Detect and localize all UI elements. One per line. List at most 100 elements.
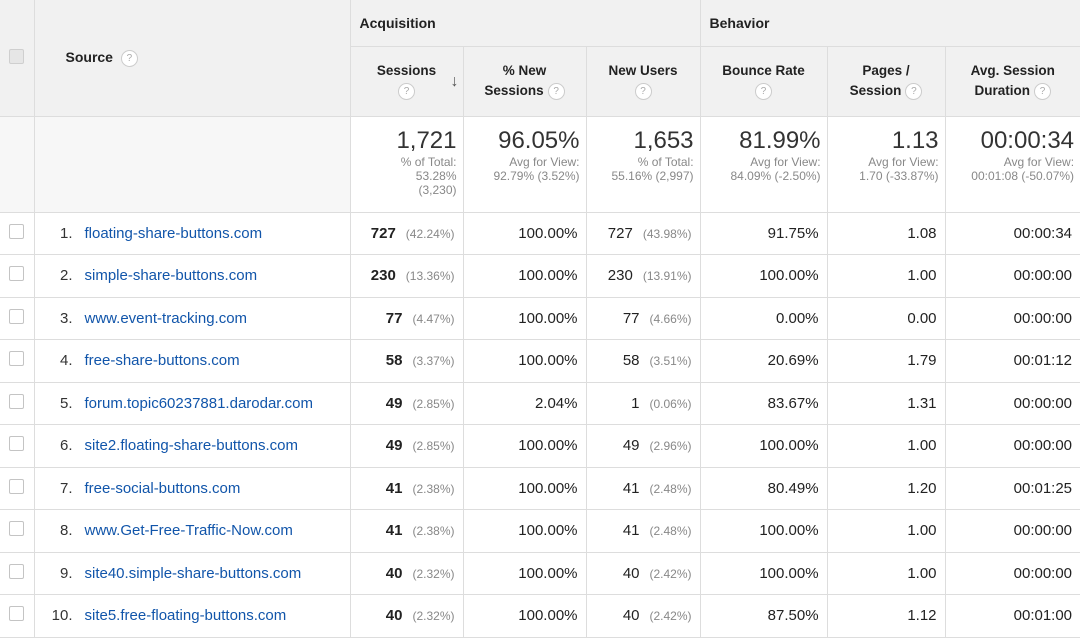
help-icon[interactable]: ?: [398, 82, 415, 100]
totals-new-users-pct: 55.16% (2,997): [611, 168, 694, 183]
source-cell: 9. site40.simple-share-buttons.com: [33, 552, 350, 595]
row-checkbox-cell: [0, 424, 34, 468]
source-cell: 4. free-share-buttons.com: [33, 339, 350, 383]
row-checkbox[interactable]: [9, 223, 25, 239]
row-number: 5.: [59, 394, 73, 412]
source-cell: 5. forum.topic60237881.darodar.com: [33, 382, 350, 425]
row-checkbox-cell: [0, 339, 34, 383]
row-checkbox[interactable]: [9, 266, 25, 282]
sessions-cell: 41 (2.38%): [349, 509, 463, 553]
source-link[interactable]: www.Get-Free-Traffic-Now.com: [84, 522, 293, 540]
row-checkbox[interactable]: [9, 351, 25, 367]
pages-per-session-header[interactable]: Pages / Session?: [826, 46, 946, 117]
sessions-cell: 40 (2.32%): [349, 552, 463, 595]
totals-sessions-caption: % of Total:: [400, 154, 457, 169]
new-users-cell: 41 (2.48%): [585, 467, 701, 510]
totals-duration: 00:00:34 Avg for View: 00:01:08 (-50.07%…: [944, 116, 1080, 213]
new-sessions-header-line1: % New: [502, 63, 547, 78]
totals-duration-caption: Avg for View:: [1003, 154, 1075, 169]
bounce-rate-header[interactable]: Bounce Rate ?: [699, 46, 828, 117]
duration-cell: 00:00:00: [944, 509, 1080, 553]
source-link[interactable]: free-social-buttons.com: [84, 479, 241, 497]
pages-cell: 1.79: [826, 339, 946, 383]
table-row: 1. floating-share-buttons.com 727 (42.24%) 1…: [0, 212, 1080, 255]
new-users-cell: 41 (2.48%): [585, 509, 701, 553]
source-link[interactable]: site2.floating-share-buttons.com: [84, 437, 298, 455]
bounce-rate-cell: 100.00%: [699, 509, 828, 553]
new-users-pct: (3.51%): [649, 354, 692, 369]
avg-session-duration-header[interactable]: Avg. Session Duration?: [944, 46, 1080, 117]
help-icon[interactable]: ?: [547, 82, 565, 100]
sessions-value: 41: [385, 522, 403, 540]
new-sessions-header[interactable]: % New Sessions?: [462, 46, 586, 117]
new-sessions-cell: 100.00%: [462, 467, 586, 510]
row-checkbox[interactable]: [9, 478, 25, 494]
new-sessions-cell: 100.00%: [462, 254, 586, 298]
row-checkbox[interactable]: [9, 606, 25, 622]
sessions-value: 727: [370, 224, 396, 242]
table-row: 6. site2.floating-share-buttons.com 49 (2.8…: [0, 424, 1080, 468]
totals-new-users-caption: % of Total:: [637, 154, 694, 169]
new-users-value: 40: [622, 607, 640, 625]
totals-new-sessions-avg: 92.79% (3.52%): [493, 168, 580, 183]
help-icon[interactable]: ?: [1034, 82, 1052, 100]
pages-cell: 1.08: [826, 212, 946, 255]
sessions-value: 49: [385, 437, 403, 455]
sort-descending-icon[interactable]: ↓: [450, 72, 459, 90]
sessions-value: 77: [385, 309, 403, 327]
new-users-value: 1: [631, 394, 640, 412]
new-users-cell: 40 (2.42%): [585, 552, 701, 595]
bounce-rate-cell: 100.00%: [699, 254, 828, 298]
select-all-checkbox[interactable]: [9, 48, 25, 64]
source-link[interactable]: simple-share-buttons.com: [84, 267, 258, 285]
duration-cell: 00:00:00: [944, 552, 1080, 595]
row-checkbox[interactable]: [9, 563, 25, 579]
sessions-cell: 77 (4.47%): [349, 297, 463, 340]
source-link[interactable]: free-share-buttons.com: [84, 352, 240, 370]
source-cell: 8. www.Get-Free-Traffic-Now.com: [33, 509, 350, 553]
new-users-cell: 1 (0.06%): [585, 382, 701, 425]
pages-header-line1: Pages /: [862, 63, 910, 78]
help-icon[interactable]: ?: [755, 82, 773, 100]
source-header[interactable]: Source ?: [34, 0, 351, 117]
pages-cell: 1.20: [826, 467, 946, 510]
totals-new-users-value: 1,653: [633, 126, 694, 154]
help-icon[interactable]: ?: [120, 49, 138, 67]
row-checkbox[interactable]: [9, 393, 25, 409]
bounce-rate-cell: 100.00%: [699, 552, 828, 595]
new-users-value: 230: [607, 267, 633, 285]
bounce-rate-cell: 20.69%: [699, 339, 828, 383]
source-link[interactable]: floating-share-buttons.com: [84, 224, 263, 242]
source-header-label: Source: [65, 48, 113, 65]
source-cell: 1. floating-share-buttons.com: [33, 212, 350, 255]
totals-new-sessions-value: 96.05%: [498, 126, 580, 154]
bounce-rate-header-label: Bounce Rate: [722, 63, 805, 78]
table-row: 7. free-social-buttons.com 41 (2.38%) 100.00…: [0, 467, 1080, 510]
row-checkbox-cell: [0, 254, 34, 298]
source-link[interactable]: site5.free-floating-buttons.com: [84, 607, 287, 625]
totals-bounce-rate-value: 81.99%: [739, 126, 821, 154]
sessions-header[interactable]: Sessions ? ↓: [349, 46, 463, 117]
row-checkbox[interactable]: [9, 521, 25, 537]
help-icon[interactable]: ?: [905, 82, 923, 100]
totals-pages-value: 1.13: [891, 126, 939, 154]
new-sessions-cell: 100.00%: [462, 212, 586, 255]
row-checkbox[interactable]: [9, 308, 25, 324]
totals-new-sessions: 96.05% Avg for View: 92.79% (3.52%): [462, 116, 586, 213]
row-checkbox-cell: [0, 467, 34, 510]
select-all-cell: [0, 0, 35, 117]
row-checkbox[interactable]: [9, 436, 25, 452]
pages-header-line2: Session: [849, 83, 902, 98]
sessions-value: 230: [370, 267, 396, 285]
source-link[interactable]: www.event-tracking.com: [84, 309, 248, 327]
new-users-header[interactable]: New Users ?: [585, 46, 701, 117]
pages-cell: 1.00: [826, 552, 946, 595]
pages-cell: 1.31: [826, 382, 946, 425]
source-cell: 3. www.event-tracking.com: [33, 297, 350, 340]
source-link[interactable]: site40.simple-share-buttons.com: [84, 564, 302, 582]
sessions-pct: (2.38%): [412, 524, 455, 539]
source-link[interactable]: forum.topic60237881.darodar.com: [84, 394, 313, 412]
new-users-value: 727: [607, 224, 633, 242]
help-icon[interactable]: ?: [634, 82, 652, 100]
